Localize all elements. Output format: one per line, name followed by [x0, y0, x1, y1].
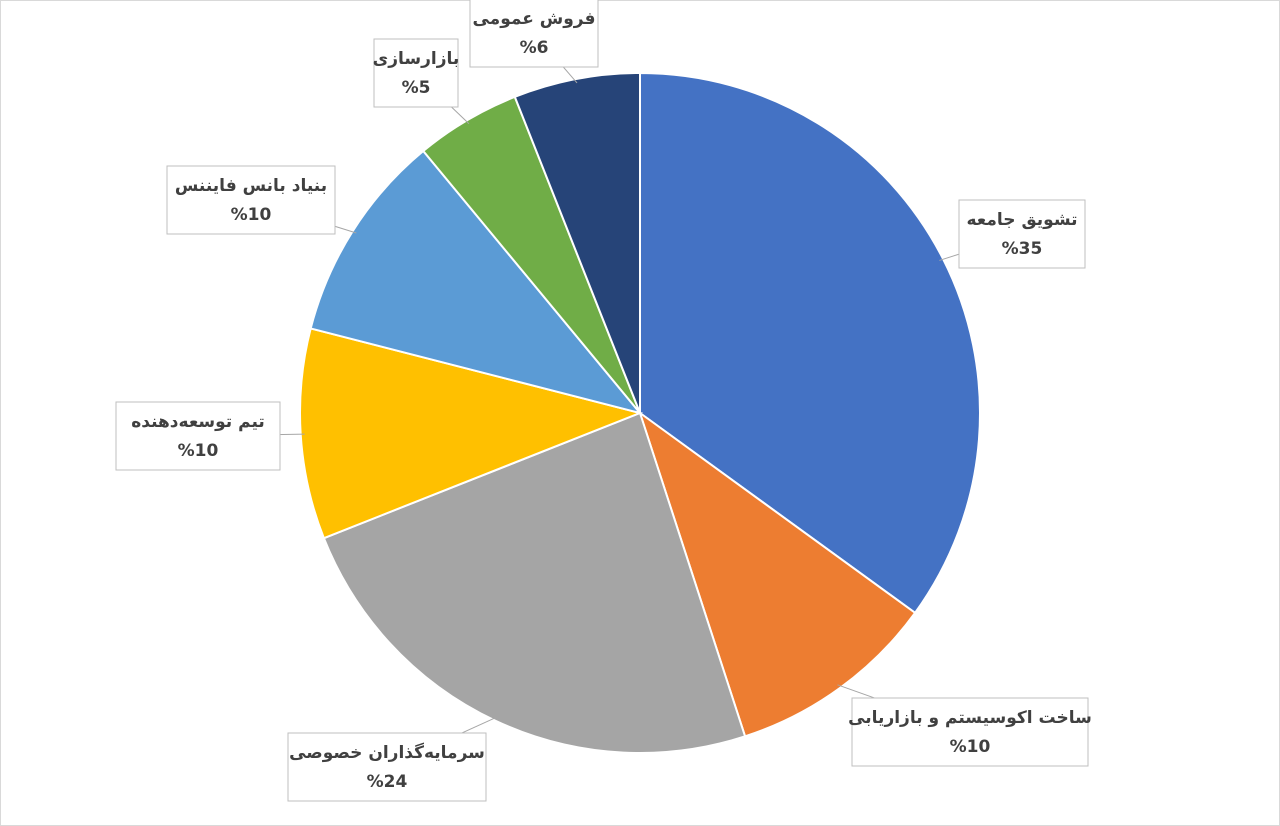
pie-slice: [322, 411, 747, 754]
slice-label: بنیاد بانس فایننس: [175, 176, 327, 196]
value-label: %6: [520, 38, 549, 58]
label-box: [166, 165, 336, 235]
value-label: %35: [1002, 239, 1043, 259]
value-label: %10: [231, 205, 272, 225]
label-box: [851, 697, 1089, 767]
pie-slice: [639, 71, 981, 615]
pie-slice: [638, 410, 917, 738]
label-box: [958, 199, 1086, 269]
value-label: %10: [178, 441, 219, 461]
slice-label: ساخت اکوسیستم و بازاریابی: [848, 708, 1092, 728]
label-box: [469, 0, 599, 68]
label-box: [373, 38, 459, 108]
slice-label: فروش عمومی: [472, 9, 595, 29]
pie-slice: [309, 149, 643, 415]
slice-label: تشویق جامعه: [966, 210, 1077, 230]
pie-slice: [513, 71, 641, 414]
label-box: [115, 401, 281, 471]
label-box: [287, 732, 487, 802]
slice-label: بازارسازی: [373, 49, 460, 69]
value-label: %24: [367, 772, 408, 792]
value-label: %5: [402, 78, 431, 98]
slice-label: تیم توسعه‌دهنده: [131, 412, 265, 432]
value-label: %10: [950, 737, 991, 757]
slice-label: سرمایه‌گذاران خصوصی: [289, 742, 485, 763]
